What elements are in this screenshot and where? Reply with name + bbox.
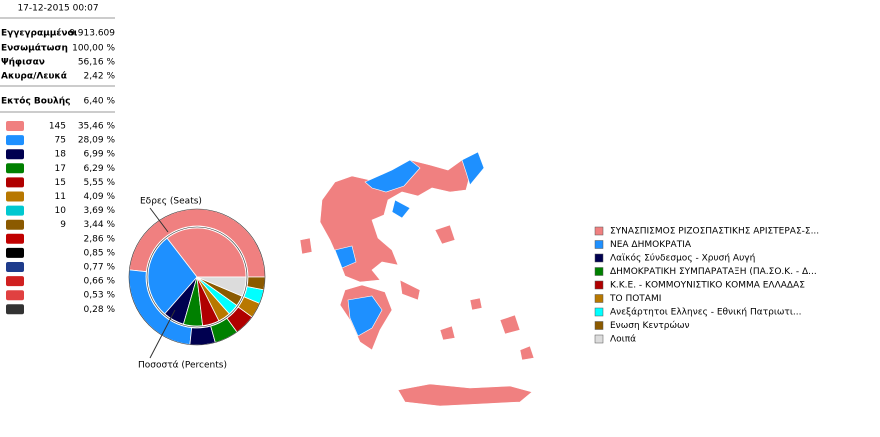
legend-swatch — [594, 334, 604, 344]
party-percent: 0,77 % — [84, 263, 116, 273]
legend-swatch — [594, 226, 604, 236]
stat-label: Εγγεγραμμένοι — [1, 28, 78, 39]
party-icon — [6, 205, 24, 216]
legend-swatch — [594, 240, 604, 249]
party-icon — [6, 135, 24, 146]
pie-border — [146, 226, 248, 328]
series-label: Ποσοστά (Percents) — [138, 361, 227, 371]
party-percent: 3,69 % — [84, 206, 116, 216]
party-seats: 17 — [55, 164, 66, 174]
stat-value: 9.913.609 — [69, 29, 115, 39]
stat-value: 2,42 % — [84, 72, 116, 82]
party-icon — [6, 219, 24, 230]
party-icon — [6, 177, 24, 188]
party-seats: 15 — [55, 178, 66, 188]
party-icon — [6, 149, 24, 160]
map — [299, 151, 535, 407]
party-seats: 145 — [49, 122, 66, 132]
party-percent: 6,29 % — [84, 164, 116, 174]
party-percent: 3,44 % — [84, 220, 116, 230]
party-icon — [6, 247, 24, 258]
stat-label: Εκτός Βουλής — [1, 96, 71, 107]
party-icon — [6, 276, 24, 287]
party-seats: 10 — [55, 206, 67, 216]
legend-swatch — [594, 294, 604, 303]
party-percent: 0,85 % — [84, 248, 116, 258]
party-icon — [6, 163, 24, 174]
party-percent: 28,09 % — [78, 136, 116, 146]
party-seats: 75 — [55, 136, 66, 146]
party-percent: 0,66 % — [84, 277, 116, 287]
leader — [149, 309, 176, 359]
leader — [149, 207, 169, 233]
stat-label: Ακυρα/Λευκά — [1, 72, 67, 82]
legend-label: Κ.Κ.Ε. - ΚΟΜΜΟΥΝΙΣΤΙΚΟ ΚΟΜΜΑ ΕΛΛΑΔΑΣ — [610, 281, 805, 291]
legend-swatch — [594, 321, 604, 330]
legend-label: Λοιπά — [610, 335, 636, 345]
party-percent: 0,53 % — [84, 291, 116, 301]
pie-border — [128, 208, 266, 346]
party-percent: 4,09 % — [84, 192, 116, 202]
legend-label: ΣΥΝΑΣΠΙΣΜΟΣ ΡΙΖΟΣΠΑΣΤΙΚΗΣ ΑΡΙΣΤΕΡΑΣ-Σ... — [610, 227, 819, 237]
party-seats: 9 — [60, 220, 66, 230]
stat-label: Ενσωμάτωση — [1, 44, 68, 54]
legend-swatch — [594, 307, 604, 317]
party-seats: 18 — [55, 150, 67, 160]
party-icon — [6, 121, 24, 131]
pie-slice — [166, 227, 247, 278]
party-icon — [6, 290, 24, 301]
party-icon — [6, 191, 24, 202]
legend-label: ΝΕΑ ΔΗΜΟΚΡΑΤΙΑ — [610, 240, 692, 250]
pie-slice — [147, 237, 198, 315]
legend-label: ΤΟ ΠΟΤΑΜΙ — [609, 294, 661, 304]
stat-value: 56,16 % — [78, 58, 116, 68]
series-label: Εδρες (Seats) — [140, 197, 202, 207]
pie-slice — [196, 276, 247, 297]
stat-label: Ψήφισαν — [1, 58, 45, 68]
party-percent: 5,55 % — [84, 178, 116, 188]
party-percent: 2,86 % — [84, 234, 116, 244]
party-percent: 0,28 % — [84, 305, 116, 315]
party-icon — [6, 262, 24, 272]
stat-value: 6,40 % — [84, 97, 116, 107]
stat-value: 100,00 % — [72, 44, 115, 54]
legend-label: Λαϊκός Σύνδεσμος - Χρυσή Αυγή — [610, 253, 755, 264]
legend-label: Ανεξάρτητοι Ελληνες - Εθνική Πατριωτι... — [610, 308, 801, 318]
party-icon — [6, 233, 24, 244]
party-percent: 35,46 % — [78, 122, 116, 132]
legend-label: ΔΗΜΟΚΡΑΤΙΚΗ ΣΥΜΠΑΡΑΤΑΞΗ (ΠΑ.ΣΟ.Κ. - Δ... — [610, 267, 817, 277]
party-percent: 6,99 % — [84, 150, 116, 160]
legend-swatch — [594, 267, 604, 276]
party-icon — [6, 304, 24, 315]
legend-swatch — [594, 253, 604, 263]
date: 17-12-2015 00:07 — [17, 4, 98, 14]
legend-label: Ενωση Κεντρώων — [610, 320, 690, 331]
party-seats: 11 — [55, 192, 66, 202]
legend-swatch — [594, 280, 604, 290]
